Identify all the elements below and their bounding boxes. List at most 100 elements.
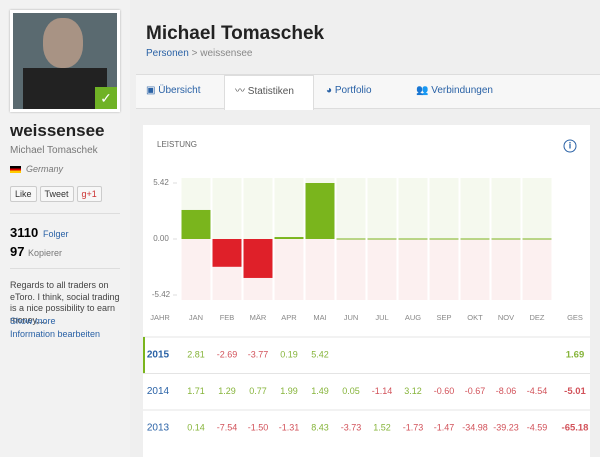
avatar[interactable]: ✓ — [10, 10, 120, 112]
country: Germany — [26, 164, 64, 174]
column-bg-neg — [181, 239, 211, 300]
column-bg-pos — [212, 178, 242, 239]
followers-label[interactable]: Folger — [43, 229, 69, 239]
year: 2015 — [147, 350, 170, 361]
total: -5.01 — [564, 386, 586, 397]
cell-value: 1.52 — [373, 422, 391, 432]
info-icon-i: i — [569, 140, 572, 150]
tab[interactable]: ▣ Übersicht — [146, 85, 201, 96]
year: 2013 — [147, 423, 170, 434]
column-bg-pos — [522, 178, 552, 239]
column-bg-neg — [398, 239, 428, 300]
cell-value: -0.67 — [465, 386, 486, 396]
cell-value: -4.59 — [527, 422, 548, 432]
column-bg-neg — [522, 239, 552, 300]
column-header: OKT — [467, 313, 483, 322]
column-header: DEZ — [530, 313, 545, 322]
cell-value: 2.81 — [187, 349, 205, 359]
tab[interactable]: 👥 Verbindungen — [416, 85, 493, 96]
cell-value: -1.14 — [372, 386, 393, 396]
cell-value: 0.77 — [249, 386, 267, 396]
cell-value: -2.69 — [217, 349, 238, 359]
column-header: FEB — [220, 313, 235, 322]
cell-value: 0.05 — [342, 386, 360, 396]
column-header: APR — [281, 313, 297, 322]
cell-value: -8.06 — [496, 386, 517, 396]
column-bg-neg — [336, 239, 366, 300]
column-header: JUL — [375, 313, 388, 322]
tab-label: Übersicht — [158, 85, 201, 96]
bar — [274, 237, 304, 239]
cell-value: 3.12 — [404, 386, 422, 396]
year: 2014 — [147, 386, 170, 397]
cell-value: 1.29 — [218, 386, 236, 396]
y-tick-label: -5.42 — [152, 290, 171, 299]
copiers-label: Kopierer — [28, 248, 63, 258]
column-bg-neg — [274, 239, 304, 300]
column-header: NOV — [498, 313, 514, 322]
edit-info[interactable]: Information bearbeiten — [10, 329, 101, 339]
tab-label: Verbindungen — [431, 85, 493, 96]
cell-value: -39.23 — [493, 422, 519, 432]
total: -65.18 — [562, 423, 589, 434]
cell-value: 0.14 — [187, 422, 205, 432]
column-bg-neg — [460, 239, 490, 300]
column-bg-pos — [398, 178, 428, 239]
column-bg-neg — [429, 239, 459, 300]
social-buttons: Like Tweet g+1 — [10, 184, 105, 202]
gplus-button[interactable]: g+1 — [76, 186, 102, 202]
tab-bar — [136, 74, 600, 109]
column-header: SEP — [436, 313, 451, 322]
cell-value: 8.43 — [311, 422, 329, 432]
tab[interactable]: ◕ Portfolio — [326, 85, 372, 96]
chart-title: LEISTUNG — [157, 140, 197, 149]
breadcrumb-link[interactable]: Personen — [146, 48, 189, 59]
cell-value: 1.99 — [280, 386, 298, 396]
row-highlight — [143, 337, 145, 374]
cell-value: -1.31 — [279, 422, 300, 432]
column-bg-neg — [305, 239, 335, 300]
cell-value: -1.73 — [403, 422, 424, 432]
total: 1.69 — [566, 350, 585, 361]
cell-value: -0.60 — [434, 386, 455, 396]
column-header: JAN — [189, 313, 203, 322]
cell-value: -1.50 — [248, 422, 269, 432]
tweet-button[interactable]: Tweet — [39, 186, 74, 202]
column-bg-pos — [243, 178, 273, 239]
cell-value: -3.77 — [248, 349, 269, 359]
bar — [305, 183, 335, 239]
breadcrumb: Personen > weissensee — [146, 48, 252, 59]
like-button[interactable]: Like — [10, 186, 37, 202]
tab-label: Statistiken — [247, 86, 294, 97]
column-header: MAI — [313, 313, 326, 322]
column-bg-pos — [491, 178, 521, 239]
bar — [243, 239, 273, 278]
cell-value: -3.73 — [341, 422, 362, 432]
cell-value: -4.54 — [527, 386, 548, 396]
flag — [10, 166, 21, 173]
breadcrumb-current: weissensee — [200, 48, 253, 59]
cell-value: 0.19 — [280, 349, 298, 359]
show-more[interactable]: Show more — [10, 316, 56, 326]
cell-value: 1.71 — [187, 386, 205, 396]
stats-panel: LEISTUNG i -5.42 0.00 5.42 JAHR JAN FEB MÄR APR… — [143, 125, 590, 457]
column-header: GES — [567, 313, 583, 322]
column-bg-neg — [491, 239, 521, 300]
tab-active[interactable]: 〰 Statistiken — [224, 75, 314, 110]
page-title: Michael Tomaschek — [146, 23, 325, 44]
info-icon[interactable] — [563, 139, 577, 153]
column-header: MÄR — [250, 313, 267, 322]
full-name: Michael Tomaschek — [10, 145, 98, 156]
bar — [212, 239, 242, 267]
column-bg-pos — [460, 178, 490, 239]
column-bg-pos — [367, 178, 397, 239]
cell-value: 5.42 — [311, 349, 329, 359]
cell-value: 1.49 — [311, 386, 329, 396]
cell-value: -34.98 — [462, 422, 488, 432]
tab-label: Portfolio — [334, 85, 372, 96]
bio: Regards to all traders on eToro. I think… — [10, 280, 120, 325]
username: weissensee — [10, 121, 105, 140]
copiers-count: 97 — [10, 244, 25, 259]
bar — [181, 209, 211, 239]
